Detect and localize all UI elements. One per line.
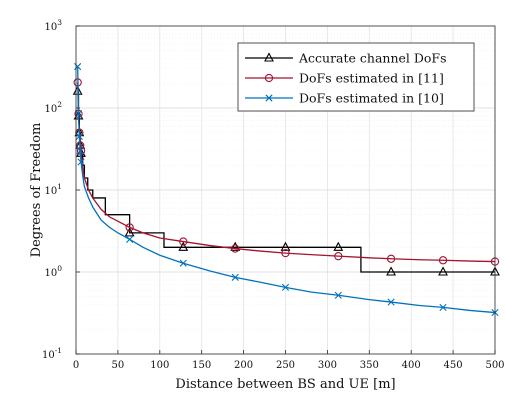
data-point <box>280 241 291 251</box>
y-tick-label: 102 <box>44 100 62 115</box>
data-point <box>334 291 342 299</box>
x-tick-label: 150 <box>192 360 211 371</box>
legend-marker <box>265 94 273 102</box>
data-point <box>75 132 83 141</box>
x-axis-label: Distance between BS and UE [m] <box>175 377 395 392</box>
legend-label: DoFs estimated in [11] <box>299 71 444 86</box>
data-point <box>124 227 135 237</box>
x-tick-label: 50 <box>112 360 125 371</box>
legend-marker <box>264 52 274 62</box>
data-point <box>179 259 187 267</box>
y-tick-label: 100 <box>44 264 62 279</box>
legend-box <box>237 42 475 112</box>
data-point <box>74 62 82 71</box>
data-point <box>386 254 396 263</box>
x-tick-label: 200 <box>234 360 253 371</box>
x-tick-label: 300 <box>318 360 337 371</box>
data-point <box>125 223 134 232</box>
y-tick-label: 103 <box>44 18 62 33</box>
data-point <box>231 273 239 281</box>
data-point <box>438 266 448 276</box>
series-line <box>77 90 495 273</box>
data-point <box>230 241 241 251</box>
legend-marker <box>264 73 274 83</box>
x-tick-label: 400 <box>402 360 421 371</box>
data-point <box>438 256 448 265</box>
data-point <box>334 252 343 261</box>
legend-label: DoFs estimated in [10] <box>299 91 444 106</box>
data-point <box>231 244 240 253</box>
data-point <box>386 266 397 276</box>
data-point <box>387 298 395 306</box>
y-axis-label: Degrees of Freedom <box>29 123 44 258</box>
legend-item-3: DoFs estimated in [10] <box>245 91 444 106</box>
data-point <box>281 283 290 291</box>
x-tick-label: 500 <box>485 360 504 371</box>
data-point <box>281 248 290 258</box>
legend: Accurate channel DoFs DoFs estimated in [… <box>237 42 475 112</box>
series-line <box>77 66 496 314</box>
x-tick-label: 350 <box>360 360 379 371</box>
data-point <box>126 235 134 243</box>
x-tick-label: 450 <box>444 360 463 371</box>
series-line <box>77 82 496 263</box>
legend-label: Accurate channel DoFs <box>298 51 447 66</box>
data-point <box>439 303 447 311</box>
x-tick-label: 0 <box>73 360 79 371</box>
legend-item-1: Accurate channel DoFs <box>245 51 447 66</box>
data-point <box>76 147 84 155</box>
y-tick-label: 101 <box>44 182 62 197</box>
series-2 <box>73 78 500 266</box>
data-point <box>333 241 344 251</box>
y-tick-label: 10-1 <box>42 346 62 361</box>
data-point <box>178 241 189 251</box>
data-point <box>179 237 188 246</box>
x-tick-label: 250 <box>276 360 295 371</box>
series-layer <box>72 62 500 317</box>
legend-item-2: DoFs estimated in [11] <box>245 71 444 86</box>
data-point <box>77 158 85 166</box>
x-tick-label: 100 <box>150 360 169 371</box>
